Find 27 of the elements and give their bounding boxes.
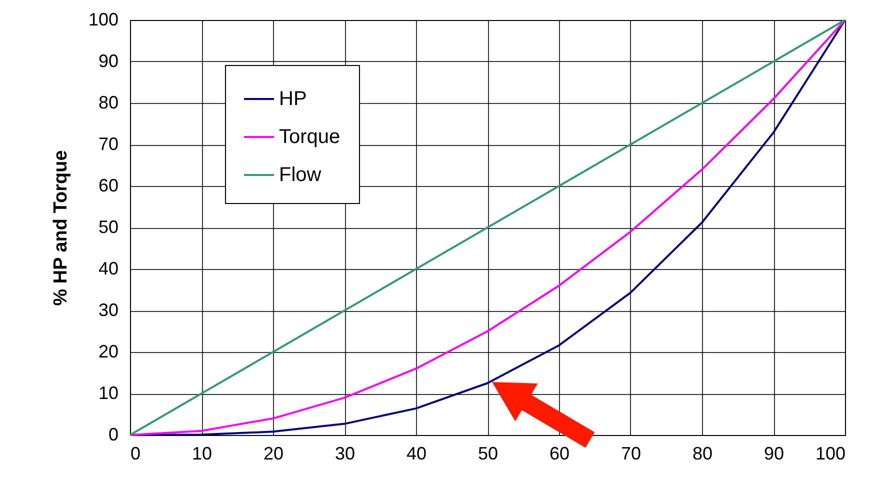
x-tick-label: 80 [692,444,713,464]
x-tick-label: 30 [334,444,356,464]
y-tick-label: 50 [98,217,118,237]
x-tick-label: 90 [764,444,784,464]
x-tick-label: 40 [406,444,427,464]
y-tick-label: 80 [98,92,118,112]
legend-label: Flow [279,164,322,186]
y-tick-label: 90 [98,51,118,71]
x-tick-label: 20 [263,444,284,464]
y-tick-label: 20 [98,342,118,362]
y-tick-label: 60 [98,176,118,196]
y-tick-label: 10 [98,383,118,403]
y-tick-label: 30 [98,300,118,320]
x-tick-label: 60 [549,444,570,464]
x-tick-label: 50 [478,444,498,464]
x-tick-label: 100 [815,444,846,464]
y-tick-label: 100 [88,10,118,30]
line-series [129,19,846,436]
y-tick-label: 70 [98,134,118,154]
y-tick-label: 0 [108,424,118,444]
legend-label: Torque [279,126,340,148]
x-tick-label: 10 [192,444,212,464]
y-axis-title: % HP and Torque [50,150,72,306]
y-tick-label: 40 [98,258,118,278]
x-tick-label: 0 [130,444,141,464]
legend-label: HP [279,88,307,110]
x-tick-label: 70 [620,444,642,464]
